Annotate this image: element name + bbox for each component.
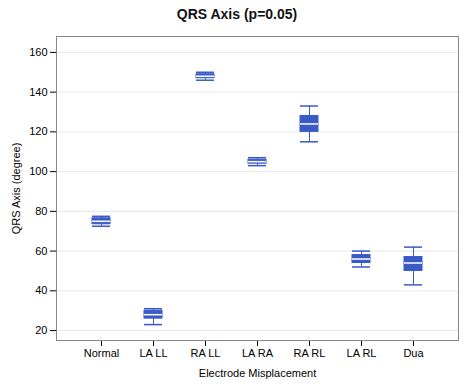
svg-text:60: 60 — [35, 245, 47, 257]
svg-text:RA RL: RA RL — [294, 347, 326, 359]
svg-text:Normal: Normal — [84, 347, 119, 359]
svg-text:20: 20 — [35, 324, 47, 336]
svg-text:Dua: Dua — [403, 347, 424, 359]
svg-text:LA RL: LA RL — [347, 347, 377, 359]
svg-text:80: 80 — [35, 205, 47, 217]
svg-text:140: 140 — [29, 86, 47, 98]
svg-text:160: 160 — [29, 46, 47, 58]
svg-text:40: 40 — [35, 284, 47, 296]
svg-text:120: 120 — [29, 125, 47, 137]
svg-text:100: 100 — [29, 165, 47, 177]
html-text:QRS Axis (p=0.05): QRS Axis (p=0.05) — [176, 6, 298, 22]
svg-text:LA LL: LA LL — [139, 347, 167, 359]
svg-text:RA LL: RA LL — [191, 347, 221, 359]
svg-text:LA RA: LA RA — [242, 347, 274, 359]
svg-text:Electrode Misplacement: Electrode Misplacement — [199, 367, 316, 379]
svg-text:QRS Axis (degree): QRS Axis (degree) — [10, 143, 22, 235]
